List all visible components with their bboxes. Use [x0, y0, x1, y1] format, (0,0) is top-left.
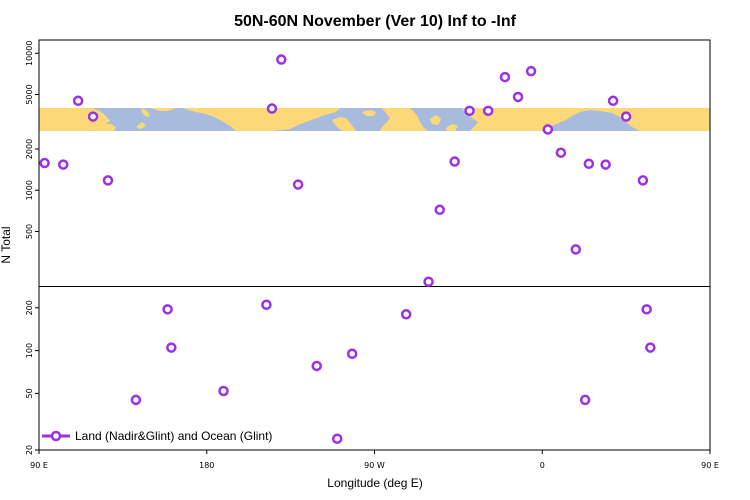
- upper-data-point: [434, 204, 445, 216]
- x-axis-label: Longitude (deg E): [327, 476, 422, 490]
- upper-y-tick-label: 500: [25, 224, 34, 239]
- upper-data-point: [464, 105, 475, 117]
- upper-data-point: [555, 147, 567, 158]
- lower-data-point: [645, 342, 656, 353]
- x-axis: 90 E 180 90 W 0 90 E: [30, 450, 719, 470]
- lower-data-point: [579, 394, 591, 406]
- upper-data-point: [102, 175, 114, 186]
- lower-data-point: [130, 394, 142, 406]
- upper-data-point: [512, 91, 524, 103]
- upper-data-point: [57, 159, 69, 170]
- upper-data-point: [449, 156, 460, 167]
- x-tick-label: 0: [540, 461, 545, 470]
- upper-y-tick-label: 5000: [25, 84, 34, 104]
- upper-data-point: [637, 175, 649, 186]
- upper-data-point: [570, 244, 582, 255]
- upper-data-point: [87, 111, 99, 122]
- upper-y-tick-label: 10000: [25, 41, 34, 66]
- lower-data-point: [641, 304, 652, 315]
- lower-y-tick-label: 20: [25, 445, 34, 455]
- upper-data-point: [600, 159, 611, 170]
- upper-y-tick-label: 1000: [25, 180, 34, 200]
- upper-y-tick-label: 2000: [25, 139, 34, 159]
- upper-y-axis: 500 1000 2000 5000 10000: [25, 41, 39, 239]
- lower-y-tick-label: 200: [25, 300, 34, 315]
- lower-data-point: [331, 433, 343, 444]
- upper-data-point: [292, 179, 304, 190]
- x-tick-label: 180: [199, 461, 214, 470]
- upper-series: [39, 54, 649, 287]
- lower-y-axis: 20 50 100 200: [25, 300, 39, 455]
- upper-data-point: [525, 65, 537, 77]
- upper-data-point: [583, 158, 595, 170]
- lower-data-point: [261, 299, 272, 311]
- lower-data-point: [162, 304, 173, 315]
- lower-data-point: [346, 348, 358, 360]
- lower-data-point: [166, 342, 177, 353]
- upper-data-point: [620, 111, 632, 122]
- upper-data-point: [499, 71, 511, 83]
- upper-data-point: [423, 276, 434, 287]
- map-land: [39, 108, 710, 131]
- world-map-strip: [39, 108, 710, 131]
- legend-label: Land (Nadir&Glint) and Ocean (Glint): [75, 429, 272, 443]
- upper-data-point: [72, 95, 84, 107]
- upper-data-point: [276, 54, 287, 65]
- chart-title: 50N-60N November (Ver 10) Inf to -Inf: [234, 13, 517, 30]
- y-axis-label: N Total: [0, 226, 13, 263]
- legend: Land (Nadir&Glint) and Ocean (Glint): [42, 429, 272, 443]
- lower-data-point: [400, 309, 412, 320]
- upper-data-point: [266, 103, 278, 114]
- x-tick-label: 90 W: [364, 461, 385, 470]
- x-tick-label: 90 E: [701, 461, 719, 470]
- upper-data-point: [542, 124, 554, 135]
- upper-data-point: [482, 105, 494, 117]
- lower-y-tick-label: 50: [25, 388, 34, 398]
- lower-data-point: [311, 360, 322, 372]
- legend-marker: [50, 430, 62, 442]
- upper-data-point: [39, 157, 50, 169]
- x-tick-label: 90 E: [30, 461, 48, 470]
- lower-y-tick-label: 100: [25, 343, 34, 358]
- lower-data-point: [218, 385, 229, 397]
- lower-series: [130, 299, 656, 444]
- upper-data-point: [607, 95, 619, 107]
